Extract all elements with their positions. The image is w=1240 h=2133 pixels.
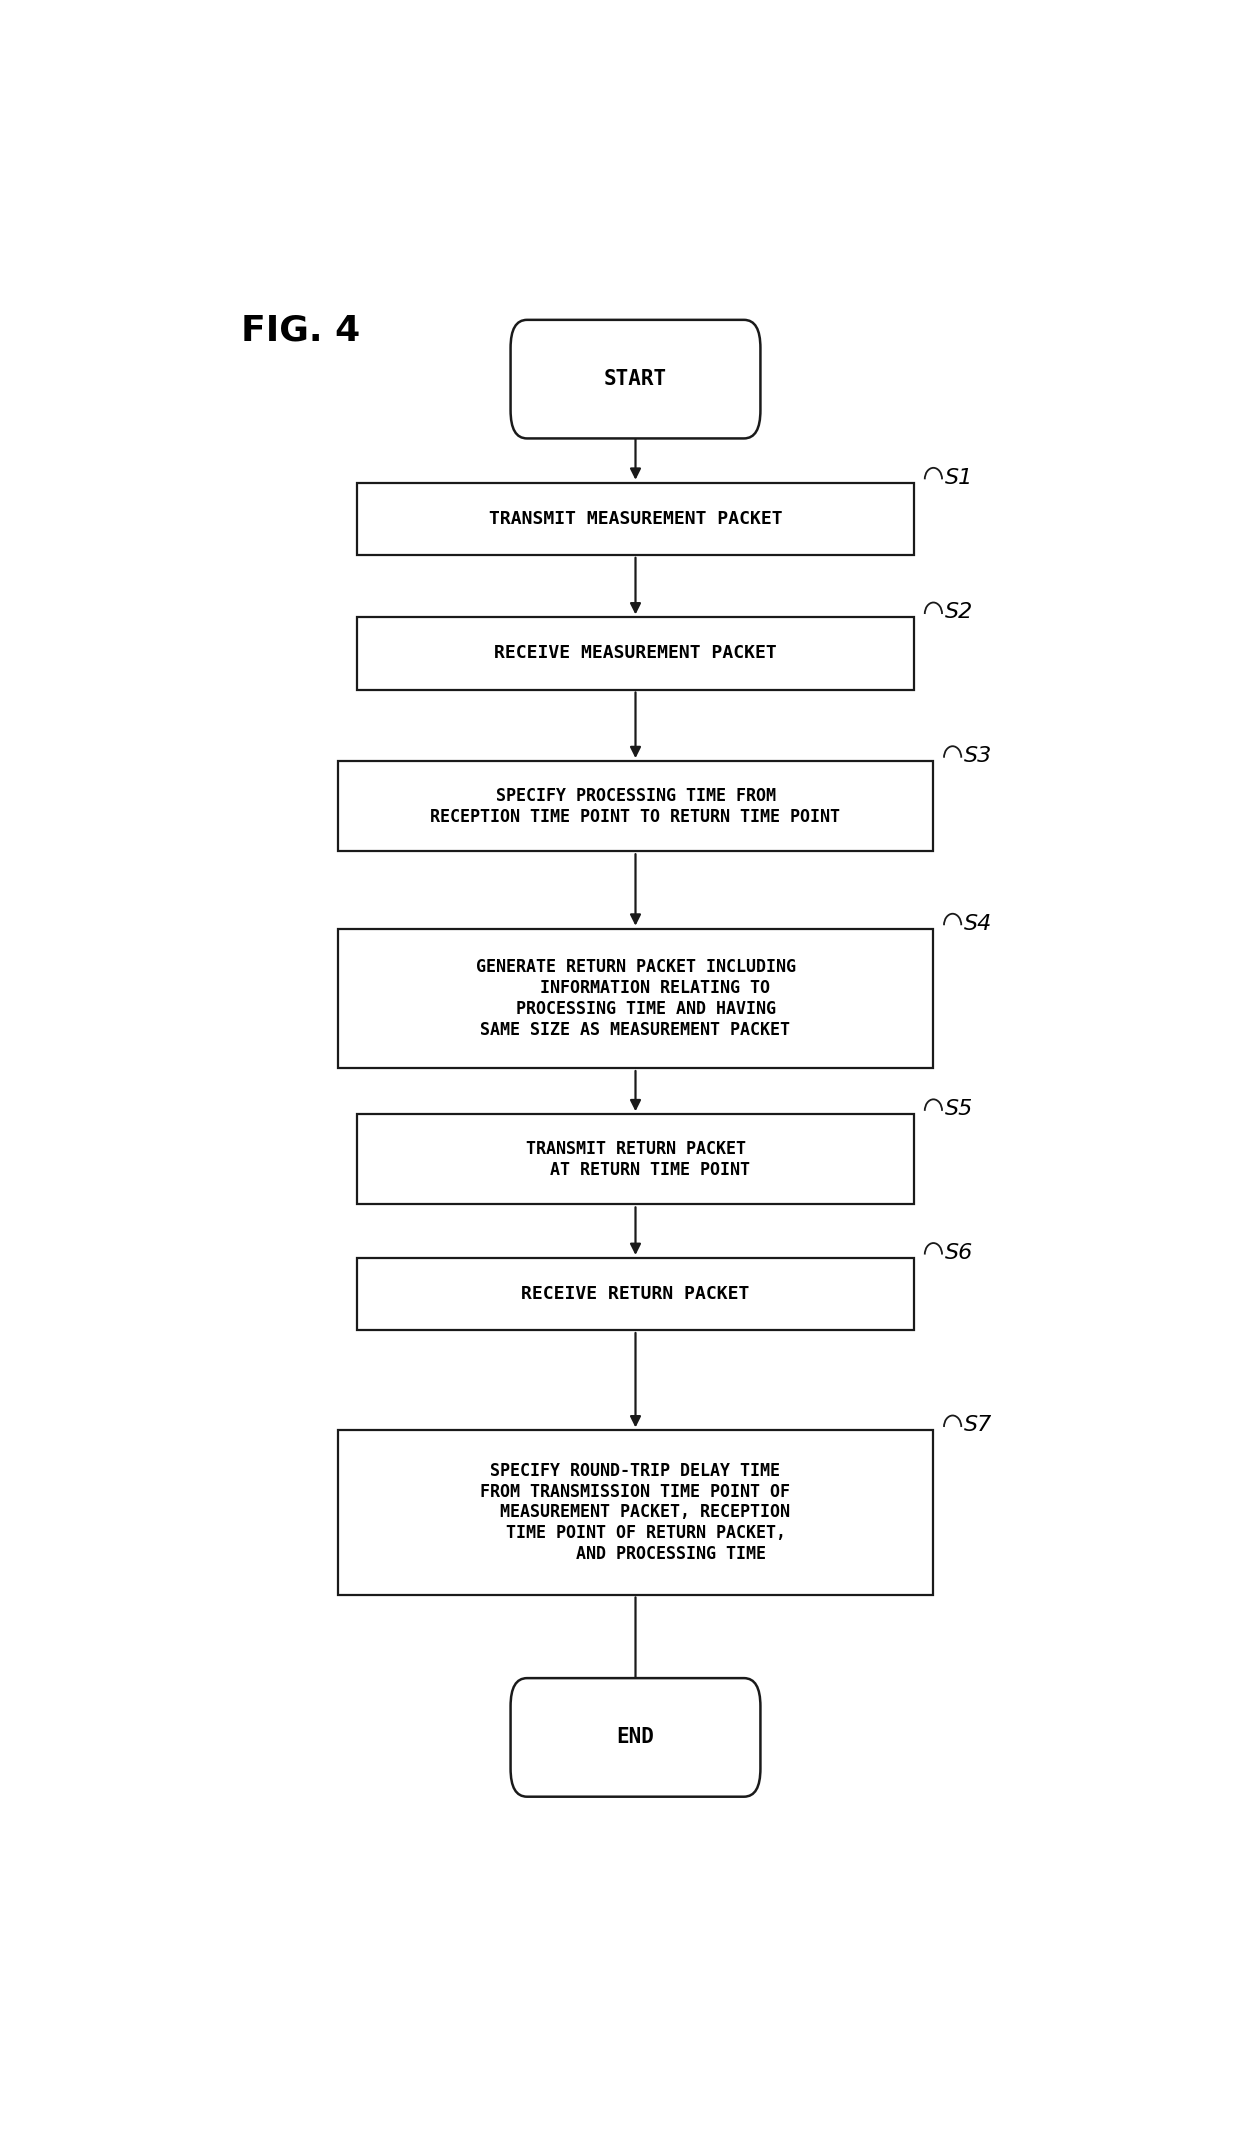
Bar [337, 1431, 934, 1595]
Text: S3: S3 [965, 747, 992, 766]
Text: TRANSMIT MEASUREMENT PACKET: TRANSMIT MEASUREMENT PACKET [489, 510, 782, 527]
Text: FIG. 4: FIG. 4 [242, 314, 361, 348]
Text: S4: S4 [965, 913, 992, 934]
FancyBboxPatch shape [511, 1679, 760, 1796]
Text: END: END [616, 1728, 655, 1747]
Text: S7: S7 [965, 1416, 992, 1436]
Text: S5: S5 [945, 1098, 973, 1120]
Text: S1: S1 [945, 467, 973, 488]
Bar [357, 1258, 914, 1331]
Text: GENERATE RETURN PACKET INCLUDING
    INFORMATION RELATING TO
  PROCESSING TIME A: GENERATE RETURN PACKET INCLUDING INFORMA… [475, 958, 796, 1039]
Bar [337, 928, 934, 1069]
Text: TRANSMIT RETURN PACKET
   AT RETURN TIME POINT: TRANSMIT RETURN PACKET AT RETURN TIME PO… [521, 1139, 750, 1180]
Text: S6: S6 [945, 1244, 973, 1263]
Bar [357, 1113, 914, 1205]
Text: SPECIFY ROUND-TRIP DELAY TIME
FROM TRANSMISSION TIME POINT OF
  MEASUREMENT PACK: SPECIFY ROUND-TRIP DELAY TIME FROM TRANS… [481, 1461, 791, 1563]
Bar [357, 616, 914, 689]
Text: S2: S2 [945, 602, 973, 623]
FancyBboxPatch shape [511, 320, 760, 439]
Bar [357, 482, 914, 555]
Text: RECEIVE RETURN PACKET: RECEIVE RETURN PACKET [521, 1284, 750, 1303]
Bar [337, 761, 934, 851]
Text: SPECIFY PROCESSING TIME FROM
RECEPTION TIME POINT TO RETURN TIME POINT: SPECIFY PROCESSING TIME FROM RECEPTION T… [430, 787, 841, 825]
Text: START: START [604, 369, 667, 388]
Text: RECEIVE MEASUREMENT PACKET: RECEIVE MEASUREMENT PACKET [494, 644, 777, 663]
